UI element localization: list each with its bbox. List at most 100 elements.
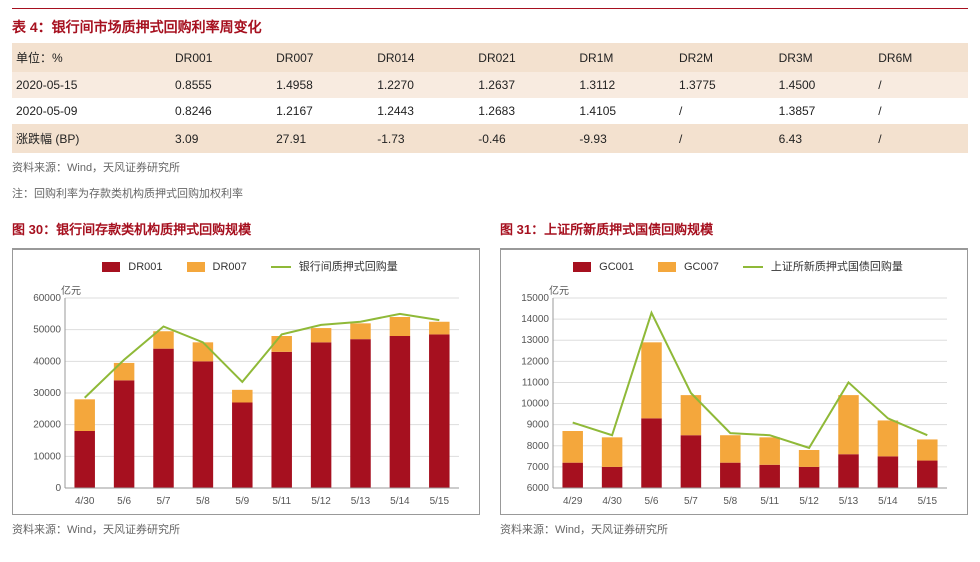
bar-segment (799, 450, 819, 467)
cell: / (675, 98, 775, 124)
cell: 1.2443 (373, 98, 474, 124)
bar-segment (641, 342, 661, 418)
col-header: DR3M (775, 43, 875, 72)
legend-item: 银行间质押式回购量 (263, 261, 398, 273)
legend-item: DR007 (179, 261, 247, 273)
cell: 1.2270 (373, 72, 474, 98)
col-header: DR007 (272, 43, 373, 72)
bar-segment (350, 339, 370, 488)
svg-text:10000: 10000 (33, 451, 61, 462)
chart2-legend: GC001GC007上证所新质押式国债回购量 (507, 258, 961, 274)
cell: 1.3112 (575, 72, 675, 98)
svg-text:5/14: 5/14 (390, 496, 410, 507)
bar-segment (759, 465, 779, 488)
col-header: DR021 (474, 43, 575, 72)
bar-segment (153, 331, 173, 348)
legend-item: 上证所新质押式国债回购量 (735, 261, 903, 273)
table-note: 注：回购利率为存款类机构质押式回购加权利率 (12, 181, 968, 219)
bar-segment (74, 431, 94, 488)
col-header: DR001 (171, 43, 272, 72)
bar-segment (232, 390, 252, 403)
chart2-title: 图 31：上证所新质押式国债回购规模 (500, 219, 968, 238)
chart1-container: DR001DR007银行间质押式回购量 01000020000300004000… (12, 248, 480, 515)
chart2-container: GC001GC007上证所新质押式国债回购量 60007000800090001… (500, 248, 968, 515)
line-series (573, 313, 928, 448)
bar-segment (350, 323, 370, 339)
cell: / (874, 72, 968, 98)
row-label: 2020-05-15 (12, 72, 171, 98)
svg-text:0: 0 (55, 483, 61, 494)
svg-text:5/15: 5/15 (918, 496, 938, 507)
rates-table: 单位：%DR001DR007DR014DR021DR1MDR2MDR3MDR6M… (12, 43, 968, 153)
cell: 1.3775 (675, 72, 775, 98)
svg-text:20000: 20000 (33, 420, 61, 431)
svg-text:5/13: 5/13 (351, 496, 371, 507)
chart2-svg: 6000700080009000100001100012000130001400… (507, 280, 955, 510)
cell: 1.4500 (775, 72, 875, 98)
svg-text:5/7: 5/7 (684, 496, 698, 507)
chart2-source: 资料来源：Wind，天风证券研究所 (500, 515, 968, 543)
col-header: DR014 (373, 43, 474, 72)
table-row: 涨跌幅 (BP)3.0927.91-1.73-0.46-9.93/6.43/ (12, 124, 968, 153)
cell: 0.8555 (171, 72, 272, 98)
bar-segment (429, 334, 449, 488)
col-header: DR2M (675, 43, 775, 72)
bar-segment (602, 467, 622, 488)
bar-segment (917, 461, 937, 488)
svg-text:10000: 10000 (521, 399, 549, 410)
svg-text:40000: 40000 (33, 356, 61, 367)
bar-segment (878, 456, 898, 488)
svg-text:亿元: 亿元 (549, 284, 569, 297)
cell: 1.4105 (575, 98, 675, 124)
svg-text:4/30: 4/30 (75, 496, 95, 507)
bar-segment (838, 395, 858, 454)
table-row: 2020-05-150.85551.49581.22701.26371.3112… (12, 72, 968, 98)
svg-text:5/8: 5/8 (723, 496, 737, 507)
bar-segment (193, 342, 213, 361)
svg-text:亿元: 亿元 (61, 284, 81, 297)
svg-text:4/30: 4/30 (602, 496, 622, 507)
table-row: 2020-05-090.82461.21671.24431.26831.4105… (12, 98, 968, 124)
chart1-svg: 0100002000030000400005000060000亿元4/305/6… (19, 280, 467, 510)
svg-text:7000: 7000 (527, 462, 550, 473)
cell: 1.4958 (272, 72, 373, 98)
bar-segment (641, 418, 661, 488)
svg-text:5/13: 5/13 (839, 496, 859, 507)
bar-segment (390, 317, 410, 336)
chart1-title: 图 30：银行间存款类机构质押式回购规模 (12, 219, 480, 238)
bar-segment (799, 467, 819, 488)
bar-segment (74, 399, 94, 431)
cell: -1.73 (373, 124, 474, 153)
cell: 6.43 (775, 124, 875, 153)
cell: -9.93 (575, 124, 675, 153)
row-label: 2020-05-09 (12, 98, 171, 124)
svg-text:14000: 14000 (521, 314, 549, 325)
bar-segment (878, 420, 898, 456)
table-title: 表 4：银行间市场质押式回购利率周变化 (12, 8, 968, 43)
bar-segment (271, 352, 291, 488)
cell: -0.46 (474, 124, 575, 153)
legend-item: GC007 (650, 261, 719, 273)
svg-text:12000: 12000 (521, 356, 549, 367)
cell: / (874, 124, 968, 153)
svg-text:9000: 9000 (527, 420, 550, 431)
svg-text:5/8: 5/8 (196, 496, 210, 507)
bar-segment (838, 454, 858, 488)
svg-text:5/12: 5/12 (311, 496, 331, 507)
svg-text:60000: 60000 (33, 293, 61, 304)
svg-text:50000: 50000 (33, 325, 61, 336)
bar-segment (153, 349, 173, 488)
svg-text:8000: 8000 (527, 441, 550, 452)
cell: 27.91 (272, 124, 373, 153)
row-label: 涨跌幅 (BP) (12, 124, 171, 153)
bar-segment (562, 431, 582, 463)
svg-text:5/12: 5/12 (799, 496, 819, 507)
svg-text:6000: 6000 (527, 483, 550, 494)
bar-segment (917, 439, 937, 460)
svg-text:11000: 11000 (522, 377, 550, 388)
cell: 3.09 (171, 124, 272, 153)
cell: 0.8246 (171, 98, 272, 124)
cell: 1.2637 (474, 72, 575, 98)
cell: 1.2683 (474, 98, 575, 124)
chart1-source: 资料来源：Wind，天风证券研究所 (12, 515, 480, 543)
